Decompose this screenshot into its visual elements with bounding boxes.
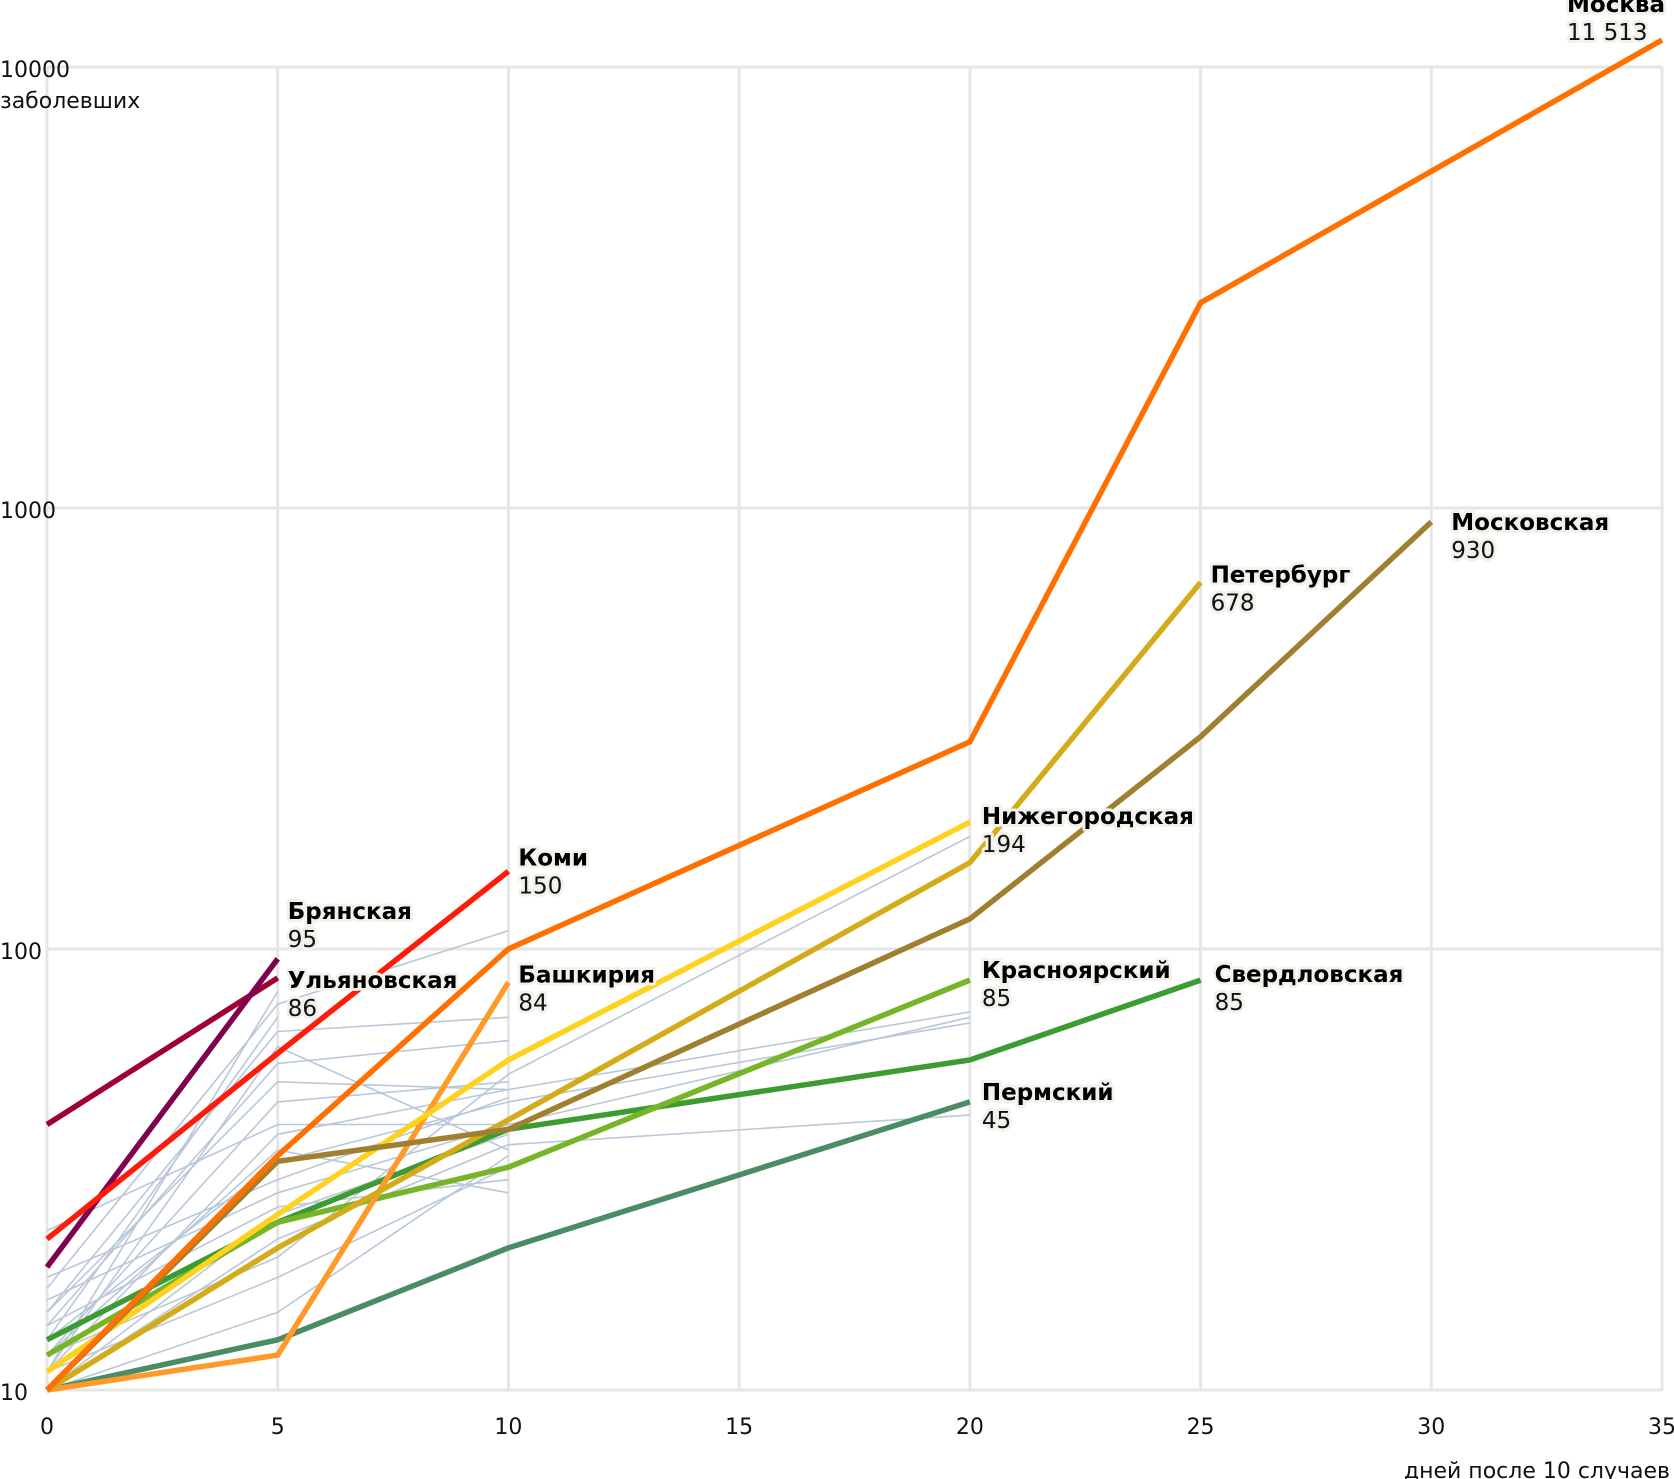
background-series-line: [46, 1081, 509, 1356]
series-line-5: [44, 957, 280, 1269]
series-line-10: [46, 1099, 971, 1393]
grid: [45, 65, 1664, 1392]
series-label-name: Брянская: [288, 899, 412, 925]
background-series-line: [46, 1149, 509, 1356]
x-tick-label: 25: [1187, 1415, 1215, 1440]
series-label-name: Нижегородская: [982, 804, 1194, 830]
series-label-name: Красноярский: [982, 958, 1171, 984]
background-series-line: [46, 991, 279, 1373]
background-series-line: [46, 1016, 279, 1341]
series-label-value: 11 513: [1567, 20, 1647, 46]
x-tick-label: 30: [1417, 1415, 1445, 1440]
x-axis-title: дней после 10 случаев: [1404, 1459, 1670, 1479]
y-axis-title: заболевших: [0, 89, 140, 114]
series-label-name: Московская: [1451, 510, 1609, 536]
series-line-4: [45, 869, 511, 1242]
series-label-value: 85: [982, 986, 1011, 1012]
y-tick-label: 10: [0, 1381, 28, 1406]
background-series-line: [46, 1154, 509, 1391]
series-line-1: [45, 519, 1434, 1392]
x-tick-label: 0: [40, 1415, 54, 1440]
background-series-line: [46, 1114, 970, 1391]
series-line-3: [45, 819, 972, 1374]
series-label-name: Свердловская: [1215, 962, 1404, 988]
y-tick-label: 10000: [0, 58, 70, 83]
y-tick-label: 1000: [0, 499, 56, 524]
background-series-line: [46, 1045, 509, 1373]
series-lines: [44, 37, 1664, 1393]
series-label-name: Пермский: [982, 1080, 1114, 1106]
background-series-line: [46, 1022, 971, 1341]
series-label-value: 45: [982, 1108, 1011, 1134]
series-line-7: [46, 980, 511, 1393]
series-line-0: [45, 37, 1664, 1392]
background-series-line: [46, 1039, 509, 1327]
series-label-value: 85: [1215, 990, 1244, 1016]
x-tick-label: 35: [1648, 1415, 1674, 1440]
x-tick-label: 15: [725, 1415, 753, 1440]
background-series-lines: [46, 835, 971, 1391]
series-label-value: 150: [518, 873, 562, 899]
series-label-value: 84: [518, 990, 547, 1016]
background-series-line: [46, 1016, 509, 1313]
series-label-value: 930: [1451, 538, 1495, 564]
y-tick-label: 100: [0, 940, 42, 965]
series-label-value: 678: [1211, 590, 1255, 616]
series-label-name: Петербург: [1211, 562, 1351, 588]
series-line-6: [45, 975, 280, 1127]
series-line-2: [45, 580, 1203, 1393]
axis-ticks: 0 5 10 15 20 25 30 35 10 100 1000 10000: [0, 58, 1674, 1440]
series-label-value: 86: [288, 996, 317, 1022]
background-series-line: [46, 1080, 509, 1313]
x-tick-label: 10: [494, 1415, 522, 1440]
series-label-value: 95: [288, 927, 317, 953]
series-label-name: Москва: [1567, 0, 1665, 18]
series-label-name: Ульяновская: [288, 968, 458, 994]
background-series-line: [46, 929, 509, 1289]
series-label-name: Коми: [518, 845, 588, 871]
series-label-name: Башкирия: [518, 962, 655, 988]
series-line-8: [45, 977, 971, 1358]
x-tick-label: 20: [956, 1415, 984, 1440]
x-tick-label: 5: [271, 1415, 285, 1440]
series-label-value: 194: [982, 832, 1026, 858]
